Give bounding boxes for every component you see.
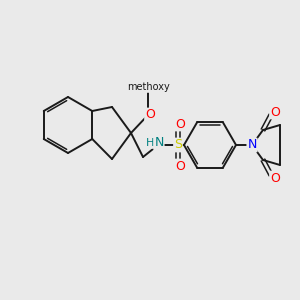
Text: N: N <box>247 139 257 152</box>
Text: O: O <box>270 106 280 118</box>
Text: O: O <box>145 109 155 122</box>
Text: S: S <box>174 139 182 152</box>
Text: methoxy: methoxy <box>127 82 170 92</box>
Text: H: H <box>146 138 154 148</box>
Text: O: O <box>270 172 280 184</box>
Text: O: O <box>175 118 185 130</box>
Text: O: O <box>175 160 185 172</box>
Text: N: N <box>154 136 164 149</box>
